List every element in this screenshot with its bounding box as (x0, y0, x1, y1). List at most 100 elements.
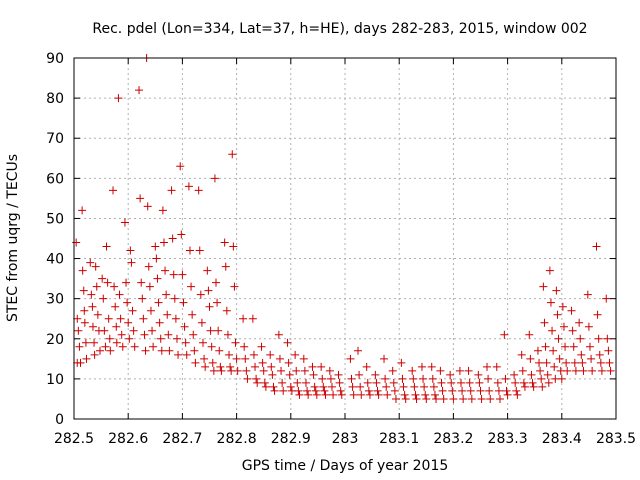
data-point (583, 290, 592, 299)
x-tick-label: 282.7 (162, 431, 202, 447)
data-point (266, 350, 275, 359)
grid (74, 58, 616, 419)
data-point (337, 390, 346, 399)
data-point (465, 378, 474, 387)
data-point (428, 374, 437, 383)
data-point (596, 358, 605, 367)
y-tick-label: 10 (46, 372, 64, 388)
data-point (348, 382, 357, 391)
data-point (176, 162, 185, 171)
data-point (312, 390, 321, 399)
data-point (226, 362, 235, 371)
y-tick-label: 40 (46, 252, 64, 268)
data-point (216, 362, 225, 371)
data-point (475, 378, 484, 387)
data-point (533, 346, 542, 355)
data-point (553, 310, 562, 319)
data-point (309, 370, 318, 379)
data-point (511, 378, 520, 387)
data-point (439, 394, 448, 403)
data-point (201, 362, 210, 371)
data-point (196, 290, 205, 299)
data-point (230, 282, 239, 291)
data-point (128, 306, 137, 315)
data-point (106, 346, 115, 355)
data-point (204, 286, 213, 295)
data-point (545, 266, 554, 275)
data-point (294, 386, 303, 395)
data-point (570, 358, 579, 367)
data-point (539, 282, 548, 291)
data-point (179, 298, 188, 307)
data-point (182, 350, 191, 359)
data-point (104, 314, 113, 323)
data-point (82, 354, 91, 363)
data-point (587, 354, 596, 363)
data-point (420, 382, 429, 391)
data-point (154, 298, 163, 307)
data-point (170, 294, 179, 303)
data-point (214, 326, 223, 335)
data-point (585, 342, 594, 351)
data-point (541, 342, 550, 351)
data-point (448, 386, 457, 395)
data-point (105, 334, 114, 343)
data-point (225, 350, 234, 359)
data-point (78, 206, 87, 215)
data-point (178, 270, 187, 279)
data-point (373, 386, 382, 395)
data-point (299, 354, 308, 363)
data-point (76, 358, 85, 367)
data-point (427, 362, 436, 371)
data-point (518, 366, 527, 375)
data-point (542, 358, 551, 367)
data-point (389, 378, 398, 387)
data-point (458, 386, 467, 395)
data-point (153, 274, 162, 283)
data-point (310, 382, 319, 391)
data-point (151, 242, 160, 251)
data-point (606, 366, 615, 375)
data-point (577, 350, 586, 359)
data-point (526, 354, 535, 363)
data-point (141, 346, 150, 355)
data-point (588, 366, 597, 375)
data-point (240, 342, 249, 351)
data-point (474, 370, 483, 379)
data-point (118, 342, 127, 351)
data-point (548, 326, 557, 335)
data-point (476, 386, 485, 395)
x-axis-label: GPS time / Days of year 2015 (242, 458, 449, 474)
data-point (165, 346, 174, 355)
data-point (79, 286, 88, 295)
data-point (223, 330, 232, 339)
data-point (228, 150, 237, 159)
data-point (125, 334, 134, 343)
data-point (363, 378, 372, 387)
data-point (346, 354, 355, 363)
data-point (349, 390, 358, 399)
data-point (398, 374, 407, 383)
data-point (300, 366, 309, 375)
data-point (217, 366, 226, 375)
data-point (535, 358, 544, 367)
data-point (432, 394, 441, 403)
x-tick-label: 282.5 (54, 431, 94, 447)
data-point (347, 374, 356, 383)
data-point (390, 386, 399, 395)
data-point (144, 262, 153, 271)
data-point (399, 382, 408, 391)
data-point (584, 322, 593, 331)
y-tick-label: 0 (55, 412, 64, 428)
data-point (185, 246, 194, 255)
data-point (447, 378, 456, 387)
data-point (155, 318, 164, 327)
data-point (162, 290, 171, 299)
data-point (327, 382, 336, 391)
data-point (594, 334, 603, 343)
data-point (381, 374, 390, 383)
data-point (75, 342, 84, 351)
data-point (210, 174, 219, 183)
data-point (558, 302, 567, 311)
